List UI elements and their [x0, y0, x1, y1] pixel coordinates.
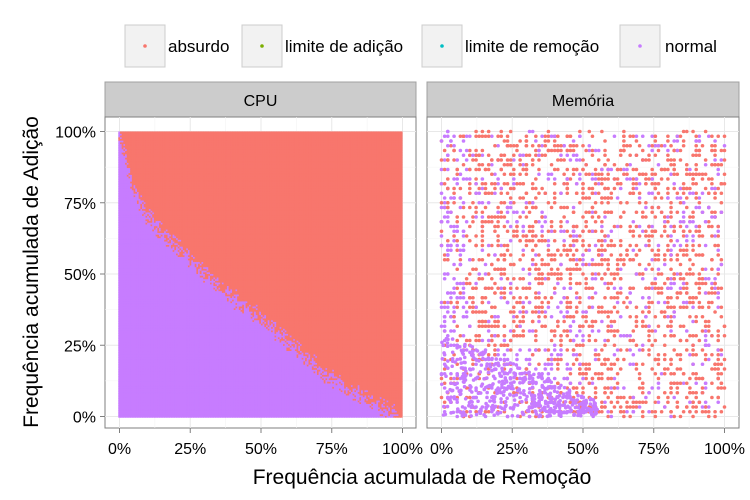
legend-key-absurdo — [143, 44, 147, 48]
legend-key-limite-de-adicao — [260, 44, 264, 48]
legend-label-limite-de-remocao: limite de remoção — [465, 37, 599, 56]
strip-memoria: Memória — [427, 82, 739, 117]
legend-label-absurdo: absurdo — [168, 37, 229, 56]
legend-key-limite-de-remocao — [440, 44, 444, 48]
legend: absurdo limite de adição limite de remoç… — [125, 25, 717, 67]
panel-cpu-points — [118, 131, 402, 417]
legend-item-absurdo: absurdo — [125, 25, 229, 67]
legend-item-limite-de-adicao: limite de adição — [242, 25, 403, 67]
legend-label-normal: normal — [665, 37, 717, 56]
panel-cpu — [105, 117, 416, 428]
strip-label-memoria: Memória — [552, 93, 614, 110]
legend-label-limite-de-adicao: limite de adição — [285, 37, 403, 56]
strip-label-cpu: CPU — [244, 93, 278, 110]
legend-item-limite-de-remocao: limite de remoção — [422, 25, 599, 67]
strip-cpu: CPU — [105, 82, 416, 117]
legend-key-normal — [638, 44, 642, 48]
legend-item-normal: normal — [620, 25, 717, 67]
